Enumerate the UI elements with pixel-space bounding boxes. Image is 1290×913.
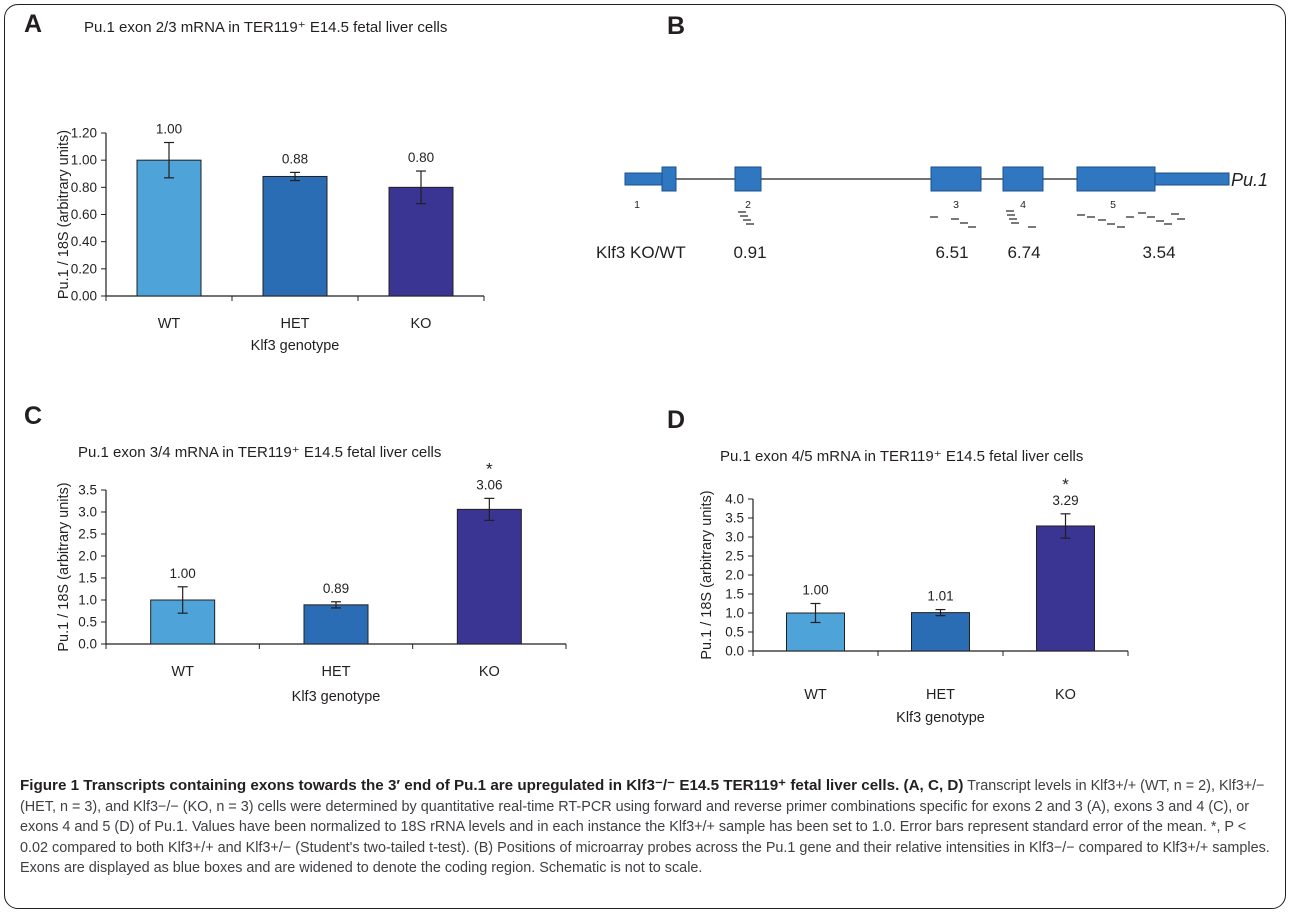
- x-axis-title-d: Klf3 genotype: [896, 710, 985, 726]
- exon-5-coding: [1076, 166, 1156, 192]
- category-label-a: KO: [411, 316, 432, 332]
- x-axis-title-c: Klf3 genotype: [292, 689, 381, 705]
- y-tick-label-a: 0.40: [71, 234, 97, 249]
- y-tick-label-a: 0.20: [71, 261, 97, 276]
- panel-letter-d: D: [667, 406, 686, 434]
- value-label-d: 1.01: [927, 589, 953, 604]
- y-tick-label-c: 0.5: [78, 615, 97, 630]
- figure-caption: Figure 1 Transcripts containing exons to…: [20, 776, 1272, 879]
- y-tick-label-a: 0.00: [71, 289, 97, 304]
- y-tick-label-d: 4.0: [725, 492, 744, 507]
- value-label-c: 3.06: [476, 477, 502, 492]
- ratio-row-label: Klf3 KO/WT: [596, 243, 686, 262]
- caption-title: Figure 1 Transcripts containing exons to…: [20, 777, 964, 794]
- bar-chart-c: 0.0 0.5 1.0 1.5 2.0 2.5 3.0 3.5 1.00 WT 0.89 HET 3.0…: [56, 459, 567, 705]
- y-tick-label-c: 1.0: [78, 593, 97, 608]
- value-label-a: 0.80: [408, 150, 434, 165]
- figure-frame: [4, 4, 1286, 909]
- bar-ko-c: [456, 508, 522, 645]
- y-tick-label-a: 1.00: [71, 153, 97, 168]
- category-label-a: WT: [158, 316, 181, 332]
- y-tick-label-a: 0.80: [71, 180, 97, 195]
- exon-2: [734, 166, 762, 192]
- panel-title-a: Pu.1 exon 2/3 mRNA in TER119⁺ E14.5 feta…: [84, 19, 448, 36]
- panel-title-c: Pu.1 exon 3/4 mRNA in TER119⁺ E14.5 feta…: [78, 444, 442, 461]
- y-tick-label-c: 1.5: [78, 571, 97, 586]
- y-tick-label-d: 3.5: [725, 511, 744, 526]
- exon-number-label: 4: [1020, 199, 1026, 211]
- category-label-c: HET: [322, 664, 351, 680]
- exon-number-label: 5: [1110, 199, 1116, 211]
- panel-letter-c: C: [24, 402, 43, 430]
- significance-mark-c: *: [486, 459, 493, 478]
- x-axis-title-a: Klf3 genotype: [251, 338, 340, 354]
- value-label-c: 1.00: [170, 566, 196, 581]
- exon-5-utr: [1154, 172, 1230, 186]
- y-tick-label-c: 2.5: [78, 527, 97, 542]
- y-tick-label-d: 0.0: [725, 644, 744, 659]
- significance-mark-d: *: [1062, 475, 1069, 494]
- ko-wt-ratio: 6.74: [1007, 243, 1040, 262]
- y-tick-label-a: 1.20: [71, 126, 97, 141]
- y-axis-title-a: Pu.1 / 18S (arbitrary units): [56, 130, 72, 299]
- panel-letter-a: A: [24, 10, 43, 38]
- exon-number-label: 1: [634, 199, 640, 211]
- exon-number-label: 2: [745, 199, 751, 211]
- gene-label: Pu.1: [1231, 170, 1268, 190]
- bar-het-a: [262, 175, 328, 297]
- panel-title-d: Pu.1 exon 4/5 mRNA in TER119⁺ E14.5 feta…: [720, 448, 1084, 465]
- y-tick-label-c: 3.0: [78, 505, 97, 520]
- bar-ko-d: [1036, 525, 1095, 652]
- y-tick-label-a: 0.60: [71, 207, 97, 222]
- value-label-a: 1.00: [156, 122, 182, 137]
- y-axis-title-c: Pu.1 / 18S (arbitrary units): [56, 482, 72, 651]
- value-label-a: 0.88: [282, 151, 308, 166]
- value-label-d: 1.00: [802, 583, 828, 598]
- y-tick-label-c: 3.5: [78, 483, 97, 498]
- category-label-d: WT: [804, 687, 827, 703]
- y-tick-label-d: 0.5: [725, 625, 744, 640]
- panel-letter-b: B: [667, 12, 686, 40]
- category-label-a: HET: [281, 316, 310, 332]
- y-tick-label-d: 3.0: [725, 530, 744, 545]
- y-axis-title-d: Pu.1 / 18S (arbitrary units): [699, 490, 715, 659]
- y-tick-label-d: 1.0: [725, 606, 744, 621]
- ko-wt-ratio: 3.54: [1142, 243, 1175, 262]
- category-label-d: KO: [1055, 687, 1076, 703]
- caption-body: Transcript levels in Klf3+/+ (WT, n = 2)…: [20, 778, 1270, 876]
- bar-chart-a: 0.00 0.20 0.40 0.60 0.80 1.00 1.20 1.00 WT 0.88 HE…: [56, 122, 485, 354]
- ko-wt-ratio: 0.91: [733, 243, 766, 262]
- gene-schematic-b: Pu.1 1 2 3 4 5 Klf3 KO/WT 0.91 6.51 6.74 3.54: [596, 166, 1268, 262]
- exon-4: [1002, 166, 1044, 192]
- ko-wt-ratio: 6.51: [935, 243, 968, 262]
- value-label-d: 3.29: [1052, 493, 1078, 508]
- bar-chart-d: 0.0 0.5 1.0 1.5 2.0 2.5 3.0 3.5 4.0 1.00 WT 1.01 HET…: [699, 475, 1129, 726]
- category-label-d: HET: [926, 687, 955, 703]
- category-label-c: WT: [171, 664, 194, 680]
- y-tick-label-d: 2.0: [725, 568, 744, 583]
- y-tick-label-d: 2.5: [725, 549, 744, 564]
- bar-het-d: [911, 612, 970, 652]
- exon-1-coding: [661, 166, 677, 192]
- value-label-c: 0.89: [323, 581, 349, 596]
- exon-3: [930, 166, 982, 192]
- bar-wt-a: [136, 159, 202, 297]
- y-tick-label-d: 1.5: [725, 587, 744, 602]
- y-tick-label-c: 2.0: [78, 549, 97, 564]
- exon-number-label: 3: [953, 199, 959, 211]
- y-tick-label-c: 0.0: [78, 637, 97, 652]
- bar-ko-a: [388, 186, 454, 297]
- category-label-c: KO: [479, 664, 500, 680]
